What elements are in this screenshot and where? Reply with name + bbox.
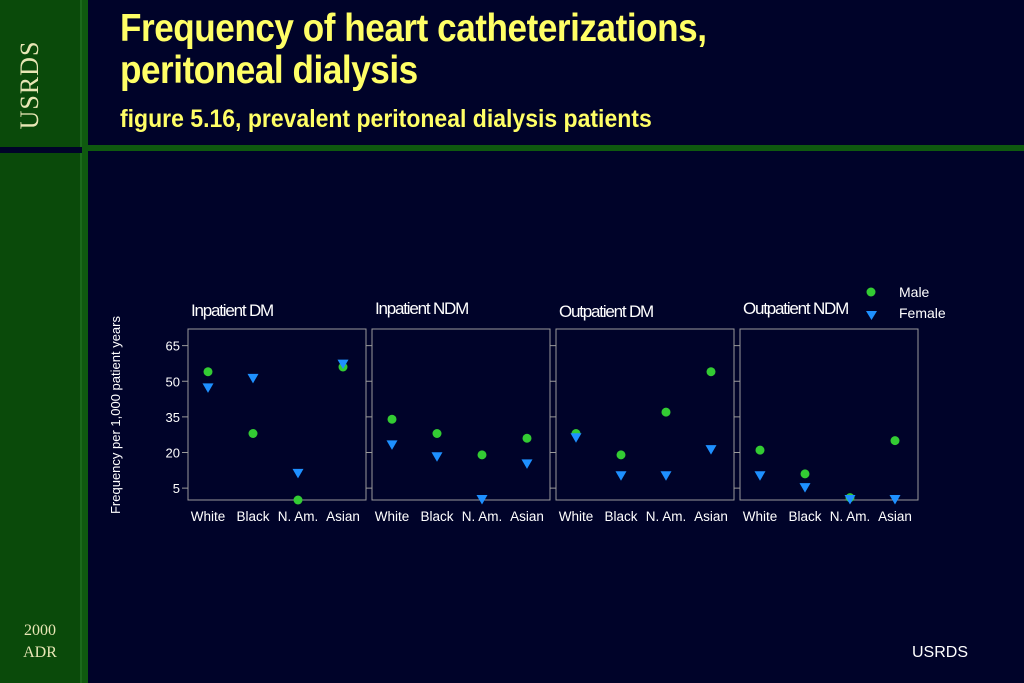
- panel-title: Inpatient DM: [191, 301, 273, 320]
- y-tick-label: 50: [166, 374, 180, 389]
- footer-brand: USRDS: [912, 644, 969, 661]
- y-tick-label: 5: [173, 481, 180, 496]
- x-tick-label: Asian: [694, 509, 728, 524]
- male-point: [203, 367, 213, 377]
- male-point: [755, 445, 765, 455]
- male-point: [477, 450, 487, 460]
- x-tick-label: N. Am.: [830, 509, 871, 524]
- female-point: [431, 452, 443, 462]
- female-point: [844, 495, 856, 505]
- female-point: [386, 440, 398, 450]
- male-point: [432, 429, 442, 438]
- female-point: [476, 495, 488, 505]
- x-tick-label: White: [375, 509, 410, 524]
- x-tick-label: Asian: [510, 509, 544, 524]
- female-point: [337, 359, 349, 370]
- male-point: [800, 469, 810, 479]
- female-point: [247, 373, 259, 384]
- legend-female-label: Female: [899, 305, 946, 321]
- female-point: [660, 471, 672, 481]
- x-tick-label: Black: [236, 509, 269, 524]
- legend-male-label: Male: [899, 284, 930, 300]
- male-point: [522, 433, 532, 443]
- male-point: [616, 450, 626, 460]
- x-tick-label: Asian: [878, 509, 912, 524]
- panel-title: Outpatient NDM: [743, 299, 848, 318]
- horizontal-divider: [82, 145, 1024, 151]
- y-tick-label: 65: [166, 339, 180, 354]
- male-point: [661, 407, 671, 417]
- male-point: [293, 495, 303, 505]
- panel-frame: [371, 328, 551, 501]
- y-tick-label: 20: [166, 446, 180, 461]
- female-point: [292, 468, 304, 479]
- slide-title-line-2: peritoneal dialysis: [120, 49, 418, 92]
- male-point: [387, 414, 397, 424]
- sidebar-lower-panel: [0, 153, 82, 683]
- sidebar-logo-panel: [0, 0, 82, 147]
- female-point: [521, 459, 533, 469]
- male-point: [706, 367, 716, 377]
- panel-frame: [187, 328, 367, 501]
- legend-male-marker: [866, 287, 876, 297]
- y-tick-label: 35: [166, 410, 180, 425]
- y-axis-label: Frequency per 1,000 patient years: [108, 315, 123, 514]
- x-tick-label: White: [559, 509, 594, 524]
- slide-subtitle: figure 5.16, prevalent peritoneal dialys…: [120, 105, 652, 133]
- side-report-label: ADR: [23, 644, 57, 661]
- vertical-divider: [82, 0, 88, 683]
- x-tick-label: Black: [420, 509, 453, 524]
- x-tick-label: N. Am.: [462, 509, 503, 524]
- x-tick-label: Black: [788, 509, 821, 524]
- female-point: [799, 483, 811, 493]
- x-tick-label: White: [191, 509, 226, 524]
- side-year: 2000: [24, 622, 56, 639]
- slide-title-line-1: Frequency of heart catheterizations,: [120, 7, 707, 50]
- panel-title: Outpatient DM: [559, 302, 653, 321]
- slide-title: Frequency of heart catheterizations, per…: [120, 8, 707, 92]
- x-tick-label: Black: [604, 509, 637, 524]
- panel-frame: [555, 328, 735, 501]
- female-point: [570, 433, 582, 443]
- female-point: [705, 445, 717, 455]
- female-point: [615, 471, 627, 481]
- male-point: [248, 429, 258, 438]
- x-tick-label: N. Am.: [278, 509, 319, 524]
- x-tick-label: N. Am.: [646, 509, 687, 524]
- x-tick-label: White: [743, 509, 778, 524]
- panel-title: Inpatient NDM: [375, 299, 468, 318]
- female-point: [754, 471, 766, 481]
- female-point: [202, 383, 214, 393]
- male-point: [890, 436, 900, 446]
- x-tick-label: Asian: [326, 509, 360, 524]
- female-point: [889, 495, 901, 505]
- panel-frame: [739, 328, 919, 501]
- legend-female-marker: [866, 311, 877, 320]
